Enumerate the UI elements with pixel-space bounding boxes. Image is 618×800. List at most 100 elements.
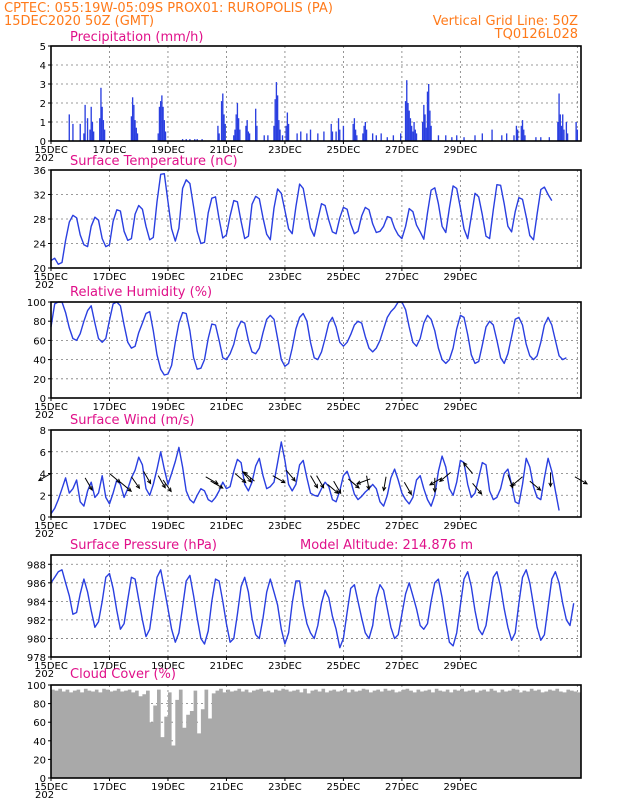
xtick-label-wind-4: 23DEC [268,521,302,532]
xtick-year-rh: 202 [35,410,54,421]
header-run-date: 15DEC2020 50Z (GMT) [4,14,154,29]
panel-title-precip: Precipitation (mm/h) [70,30,203,45]
panel-title-rh: Relative Humidity (%) [70,285,212,300]
precip-bar-62 [286,112,289,141]
header-model-code: TQ0126L028 [494,27,578,42]
precip-bar-79 [356,135,358,141]
precip-bar-64 [296,133,298,141]
precip-bar-121 [520,125,522,141]
precip-bar-88 [392,135,395,141]
wind-vector-head-32 [548,482,553,488]
precip-bar-13 [102,120,105,141]
wind-vector-arrow-30 [510,476,523,487]
precip-bar-125 [535,137,537,141]
ytick-label-precip-2: 2 [40,99,46,110]
wind-vector-arrow-23 [403,481,412,496]
wind-vector-head-5 [147,479,152,485]
precip-bar-17 [133,104,135,141]
xtick-label-temp-1: 17DEC [93,272,127,283]
wind-vector-arrow-19 [347,478,360,489]
precip-bar-87 [386,137,388,141]
precip-bar-72 [335,131,337,141]
xtick-label-temp-5: 25DEC [327,272,361,283]
precip-bar-25 [162,106,164,141]
ytick-label-pressure-0: 978 [27,653,46,664]
precip-bar-4 [84,104,86,141]
wind-vector-head-21 [355,480,362,485]
wind-vector-shaft-2 [109,473,121,483]
wind-vector-head-0 [37,476,43,482]
wind-vector-shaft-26 [439,472,451,482]
precip-bar-45 [239,129,241,141]
precip-bar-38 [223,114,225,141]
precip-bar-60 [281,135,284,141]
wind-vector-arrow-6 [157,475,166,489]
wind-vector-head-17 [334,489,340,495]
ytick-label-cloud-1: 20 [33,755,46,766]
wind-vector-arrow-12 [242,471,255,482]
precip-bar-58 [278,120,280,141]
xtick-year-precip: 202 [35,153,54,164]
wind-vector-arrow-32 [548,472,553,488]
precip-bar-65 [300,131,302,141]
xtick-label-precip-2: 19DEC [151,145,185,156]
wind-vector-arrow-26 [439,472,451,483]
precip-bar-135 [566,133,569,141]
ytick-label-rh-4: 80 [33,317,46,328]
wind-vector-head-13 [280,479,286,484]
precip-bar-39 [224,123,226,141]
xtick-label-rh-4: 23DEC [268,402,302,413]
wind-vector-arrow-3 [120,481,133,492]
precip-bar-78 [354,129,357,141]
panel-title-cloud: Cloud Cover (%) [70,667,176,682]
panel-frame-cloud [50,684,582,779]
wind-vector-head-33 [583,480,589,485]
wind-vector-arrow-24 [432,477,437,493]
wind-vector-head-31 [536,486,542,491]
ytick-label-rh-3: 60 [33,336,46,347]
xtick-label-wind-3: 21DEC [210,521,244,532]
precip-bar-32 [196,139,198,141]
wind-vector-head-24 [432,488,437,493]
wind-vector-arrow-28 [472,482,483,495]
precip-bar-102 [424,114,426,141]
wind-vector-shaft-8 [205,476,219,485]
precip-bar-49 [248,133,251,141]
xtick-label-pressure-5: 25DEC [327,661,361,672]
xtick-label-rh-0: 15DEC [34,402,68,413]
wind-vector-shaft-0 [38,473,52,481]
wind-vector-arrow-8 [205,476,219,485]
precip-bar-136 [575,122,577,141]
precip-bar-118 [513,135,515,141]
precip-bar-28 [181,139,184,141]
xtick-label-wind-1: 17DEC [93,521,127,532]
precip-bar-21 [157,133,159,141]
wind-vector-head-3 [127,487,133,492]
precip-bar-130 [559,114,561,141]
ytick-label-temp-0: 20 [33,264,46,275]
precip-bar-128 [557,122,559,141]
precip-bar-19 [135,127,137,141]
precip-bar-116 [501,135,503,141]
wind-vector-arrow-15 [310,475,319,489]
wind-vector-shaft-21 [356,478,371,485]
precip-bar-5 [86,118,89,141]
wind-vector-arrow-18 [333,480,342,495]
wind-vector-shaft-3 [120,481,132,492]
panel-title-wind: Surface Wind (m/s) [70,413,194,428]
wind-vector-arrow-13 [272,475,286,484]
precip-bar-109 [445,135,447,141]
precip-bar-33 [201,139,203,141]
panel-temp: Surface Temperature (nC) 20 24 28 32 36 15DEC 1… [33,154,582,291]
xtick-label-rh-5: 25DEC [327,402,361,413]
wind-vector-arrow-14 [285,469,296,482]
ytick-label-temp-4: 36 [33,166,46,177]
precip-bar-89 [400,133,402,141]
precip-bar-46 [245,125,247,141]
precip-bar-84 [371,133,374,141]
precip-bar-18 [134,120,136,141]
wind-vector-arrow-17 [327,483,340,495]
wind-vector-head-14 [291,476,296,482]
precip-bar-71 [331,131,334,141]
